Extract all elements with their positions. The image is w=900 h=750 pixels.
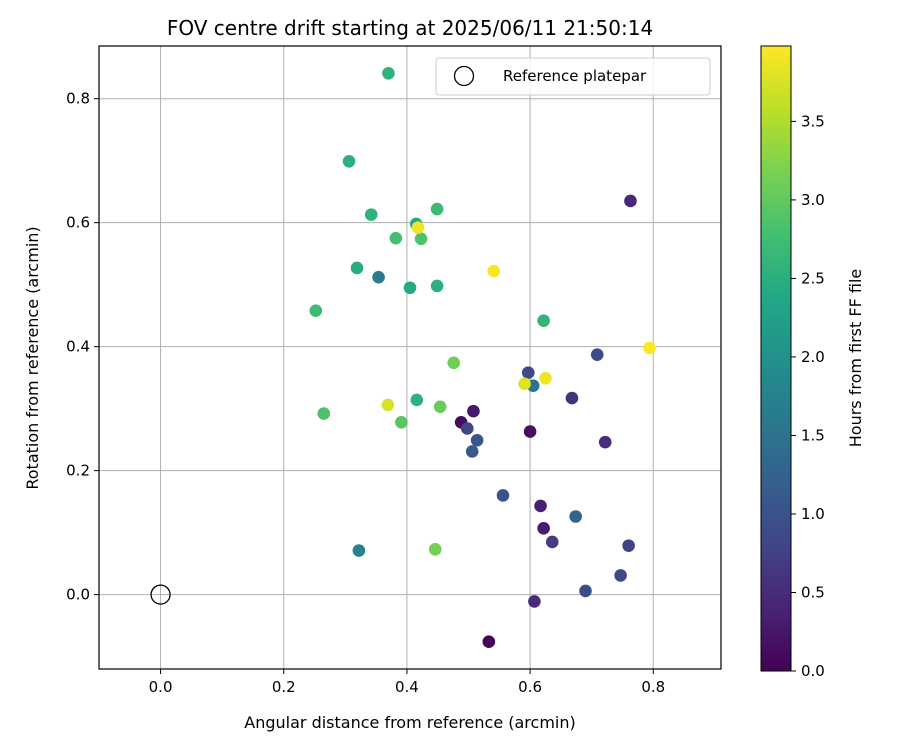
data-point [565, 391, 579, 405]
data-point [430, 202, 444, 216]
x-tick-label: 0.2 [272, 678, 296, 696]
data-point [537, 314, 550, 327]
x-axis-ticks: 0.0 0.2 0.4 0.6 0.8 [149, 669, 665, 696]
data-point [539, 371, 552, 385]
data-point [382, 66, 395, 80]
reference-marker-layer [150, 584, 171, 605]
x-tick-label: 0.8 [641, 678, 665, 696]
y-axis-label: Rotation from reference (arcmin) [23, 226, 42, 489]
data-point [372, 270, 385, 284]
data-point [428, 543, 442, 556]
data-points [309, 66, 656, 649]
data-point [414, 232, 428, 246]
colorbar-tick-label: 3.5 [801, 112, 825, 130]
colorbar-tick-label: 0.5 [801, 583, 825, 601]
data-point [447, 356, 461, 370]
colorbar-tick-label: 1.0 [801, 505, 825, 523]
data-point [579, 584, 592, 598]
colorbar-gradient [760, 45, 792, 672]
colorbar-tick-label: 3.0 [801, 191, 825, 209]
data-point [523, 425, 537, 438]
data-point [460, 422, 474, 435]
data-point [528, 595, 541, 608]
data-point [537, 521, 550, 535]
data-point [614, 569, 627, 582]
y-tick-label: 0.8 [66, 90, 90, 108]
data-point [381, 398, 395, 412]
data-point [590, 348, 604, 362]
colorbar-tick-label: 2.0 [801, 348, 825, 366]
data-point [395, 415, 408, 429]
data-point [389, 231, 403, 245]
plot-frame [98, 45, 722, 670]
data-point [487, 264, 501, 278]
y-axis-ticks: 0.0 0.2 0.4 0.6 0.8 [66, 90, 99, 604]
data-point [521, 366, 535, 379]
data-point [622, 539, 635, 552]
y-tick-label: 0.6 [66, 214, 90, 232]
x-tick-label: 0.6 [518, 678, 542, 696]
x-tick-label: 0.4 [395, 678, 419, 696]
x-tick-label: 0.0 [149, 678, 173, 696]
colorbar-label: Hours from first FF file [846, 269, 865, 448]
data-point [430, 279, 444, 293]
grid [99, 46, 721, 669]
colorbar-tick-label: 2.5 [801, 269, 825, 287]
y-tick-label: 0.0 [66, 586, 90, 604]
legend-label-reference: Reference platepar [503, 67, 647, 85]
colorbar-tick-label: 1.5 [801, 426, 825, 444]
data-point [482, 635, 496, 649]
x-axis-label: Angular distance from reference (arcmin) [244, 713, 575, 732]
colorbar: 0.0 0.5 1.0 1.5 2.0 2.5 3.0 3.5 Hours from firs… [760, 45, 865, 680]
data-point [569, 510, 582, 523]
data-point [534, 499, 547, 513]
data-point [309, 304, 323, 317]
data-point [545, 535, 559, 549]
legend-box [435, 57, 711, 96]
data-point [410, 393, 424, 407]
data-point [518, 377, 531, 391]
y-tick-label: 0.4 [66, 338, 90, 356]
data-point [352, 544, 366, 557]
data-point [624, 194, 637, 208]
data-point [465, 445, 479, 458]
data-point [470, 433, 484, 447]
data-point [598, 435, 612, 449]
legend: Reference platepar [435, 57, 711, 96]
data-point [403, 281, 417, 295]
legend-marker-reference [453, 65, 475, 87]
data-point [411, 221, 425, 234]
data-point [364, 208, 378, 221]
colorbar-tick-label: 0.0 [801, 662, 825, 680]
colorbar-ticks: 0.0 0.5 1.0 1.5 2.0 2.5 3.0 3.5 [791, 112, 825, 680]
data-point [350, 261, 364, 275]
data-point [317, 407, 331, 420]
data-point [467, 404, 480, 418]
data-point [643, 341, 656, 355]
data-point [433, 400, 447, 414]
data-point [496, 489, 510, 502]
y-tick-label: 0.2 [66, 462, 90, 480]
reference-platepar-marker [150, 584, 171, 605]
chart-title: FOV centre drift starting at 2025/06/11 … [167, 16, 653, 40]
data-point [342, 155, 356, 168]
